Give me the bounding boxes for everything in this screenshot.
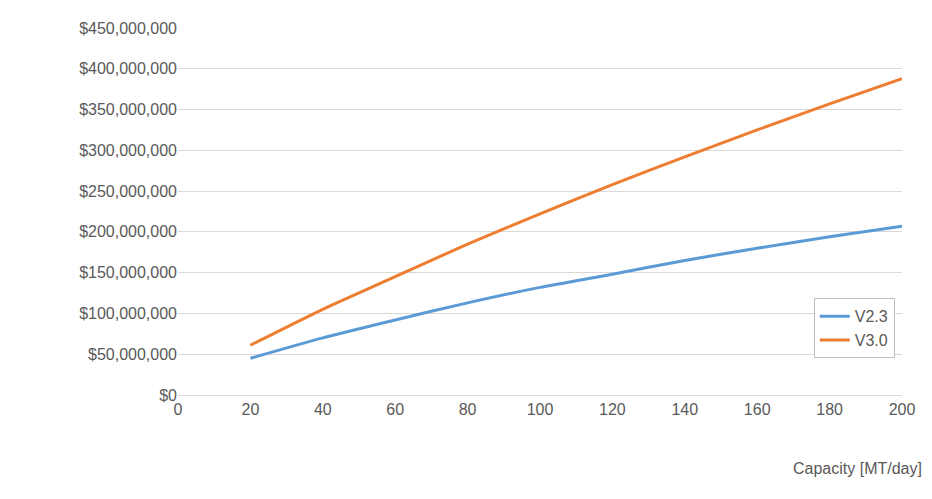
svg-text:$300,000,000: $300,000,000	[79, 142, 177, 159]
svg-text:100: 100	[527, 401, 554, 418]
svg-text:$200,000,000: $200,000,000	[79, 223, 177, 240]
svg-text:40: 40	[314, 401, 332, 418]
svg-text:140: 140	[671, 401, 698, 418]
svg-text:180: 180	[816, 401, 843, 418]
svg-text:$400,000,000: $400,000,000	[79, 60, 177, 77]
svg-text:$350,000,000: $350,000,000	[79, 101, 177, 118]
svg-text:V2.3: V2.3	[855, 308, 888, 325]
svg-text:80: 80	[459, 401, 477, 418]
svg-text:$250,000,000: $250,000,000	[79, 183, 177, 200]
svg-text:$150,000,000: $150,000,000	[79, 264, 177, 281]
svg-text:V3.0: V3.0	[855, 332, 888, 349]
svg-text:0: 0	[174, 401, 183, 418]
svg-text:60: 60	[386, 401, 404, 418]
svg-text:160: 160	[744, 401, 771, 418]
svg-text:Capacity [MT/day]: Capacity [MT/day]	[793, 460, 922, 477]
svg-text:$450,000,000: $450,000,000	[79, 20, 177, 37]
svg-text:20: 20	[242, 401, 260, 418]
svg-text:120: 120	[599, 401, 626, 418]
svg-text:$100,000,000: $100,000,000	[79, 305, 177, 322]
svg-text:$50,000,000: $50,000,000	[88, 346, 177, 363]
svg-text:$0: $0	[159, 387, 177, 404]
svg-text:200: 200	[889, 401, 916, 418]
